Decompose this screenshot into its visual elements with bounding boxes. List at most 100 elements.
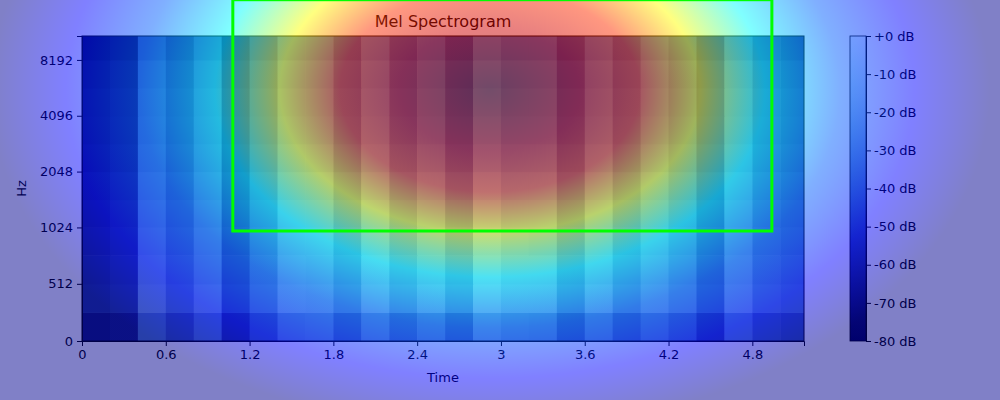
x-tick-mark xyxy=(333,341,334,346)
heatmap-cell xyxy=(724,312,752,341)
heatmap-cell xyxy=(389,36,417,60)
heatmap-cell xyxy=(389,255,417,284)
colorbar-tick-label: -40 dB xyxy=(874,181,917,196)
heatmap-cell xyxy=(641,200,669,228)
heatmap-cell xyxy=(166,60,194,88)
x-tick-mark xyxy=(417,341,418,346)
heatmap-cell xyxy=(669,255,697,284)
heatmap-cell xyxy=(752,172,780,200)
heatmap-cell xyxy=(473,284,501,313)
colorbar-tick-label: -50 dB xyxy=(874,219,917,234)
y-tick: 4096 xyxy=(40,108,82,123)
heatmap-cell xyxy=(613,200,641,228)
colorbar-tick: -50 dB xyxy=(866,219,917,234)
colorbar xyxy=(850,36,866,341)
heatmap-cell xyxy=(696,284,724,313)
heatmap-cell xyxy=(585,60,613,88)
heatmap-cell xyxy=(110,312,138,341)
y-tick-label: 2048 xyxy=(40,164,73,179)
heatmap-cell xyxy=(222,116,250,144)
colorbar-tick: -30 dB xyxy=(866,143,917,158)
y-tick: 512 xyxy=(48,276,82,291)
heatmap-cell xyxy=(529,36,557,60)
heatmap-cell xyxy=(557,284,585,313)
heatmap-cell xyxy=(557,172,585,200)
x-tick-label: 2.4 xyxy=(407,347,428,362)
heatmap-cell xyxy=(473,116,501,144)
heatmap-cell xyxy=(780,60,804,88)
heatmap-cell xyxy=(250,255,278,284)
heatmap-cell xyxy=(557,116,585,144)
heatmap-cell xyxy=(278,116,306,144)
x-tick-mark xyxy=(250,341,251,346)
heatmap-cell xyxy=(780,255,804,284)
heatmap-cell xyxy=(557,200,585,228)
heatmap-cell xyxy=(82,312,110,341)
heatmap-cell xyxy=(724,255,752,284)
heatmap-cell xyxy=(669,36,697,60)
heatmap-cell xyxy=(669,284,697,313)
heatmap-cell xyxy=(585,116,613,144)
heatmap-cell xyxy=(138,172,166,200)
heatmap-cell xyxy=(250,60,278,88)
heatmap-cell xyxy=(361,255,389,284)
heatmap-cell xyxy=(724,88,752,116)
heatmap-cell xyxy=(557,36,585,60)
heatmap-cell xyxy=(613,144,641,172)
colorbar-tick-mark xyxy=(866,341,871,342)
heatmap-cell xyxy=(278,255,306,284)
heatmap-cell xyxy=(613,172,641,200)
heatmap-cell xyxy=(417,116,445,144)
heatmap-cell xyxy=(641,172,669,200)
heatmap-cell xyxy=(333,144,361,172)
heatmap-cell xyxy=(333,60,361,88)
heatmap-cell xyxy=(361,116,389,144)
background xyxy=(0,0,1000,400)
heatmap-cell xyxy=(529,116,557,144)
chart-root: 00.61.21.82.433.64.24.805121024204840968… xyxy=(0,0,1000,400)
heatmap-cell xyxy=(333,172,361,200)
heatmap-cell xyxy=(752,255,780,284)
heatmap-cell xyxy=(445,172,473,200)
x-tick-label: 0 xyxy=(78,347,86,362)
heatmap-cell xyxy=(389,172,417,200)
y-tick-mark xyxy=(77,60,82,61)
y-tick: 0 xyxy=(65,334,82,349)
y-axis-title: Hz xyxy=(14,180,29,197)
heatmap-cell xyxy=(780,88,804,116)
heatmap-cell xyxy=(696,172,724,200)
x-tick-label: 4.8 xyxy=(742,347,763,362)
y-tick: 1024 xyxy=(40,220,82,235)
heatmap-cell xyxy=(473,172,501,200)
y-tick-label: 1024 xyxy=(40,220,73,235)
heatmap-cell xyxy=(445,144,473,172)
heatmap-cell xyxy=(501,284,529,313)
heatmap-cell xyxy=(501,172,529,200)
heatmap-cell xyxy=(194,255,222,284)
x-tick-mark xyxy=(501,341,502,346)
heatmap-cell xyxy=(585,144,613,172)
heatmap-cell xyxy=(166,227,194,255)
heatmap-cell xyxy=(669,144,697,172)
x-tick: 4.8 xyxy=(742,341,763,362)
heatmap-cell xyxy=(473,36,501,60)
heatmap-cell xyxy=(641,88,669,116)
x-tick-mark xyxy=(166,341,167,346)
heatmap-cell xyxy=(250,88,278,116)
heatmap-cell xyxy=(445,200,473,228)
heatmap-cell xyxy=(194,116,222,144)
heatmap-cell xyxy=(389,144,417,172)
heatmap-cell xyxy=(641,144,669,172)
colorbar-tick: -80 dB xyxy=(866,334,917,349)
heatmap-cell xyxy=(613,116,641,144)
heatmap-cell xyxy=(752,284,780,313)
attention-overlay xyxy=(0,0,1000,400)
heatmap-cell xyxy=(361,312,389,341)
heatmap-cell xyxy=(278,200,306,228)
heatmap-cell xyxy=(110,88,138,116)
heatmap-cell xyxy=(110,144,138,172)
heatmap-cell xyxy=(641,116,669,144)
colorbar-tick-label: -20 dB xyxy=(874,105,917,120)
y-tick-label: 8192 xyxy=(40,53,73,68)
heatmap-cell xyxy=(417,200,445,228)
